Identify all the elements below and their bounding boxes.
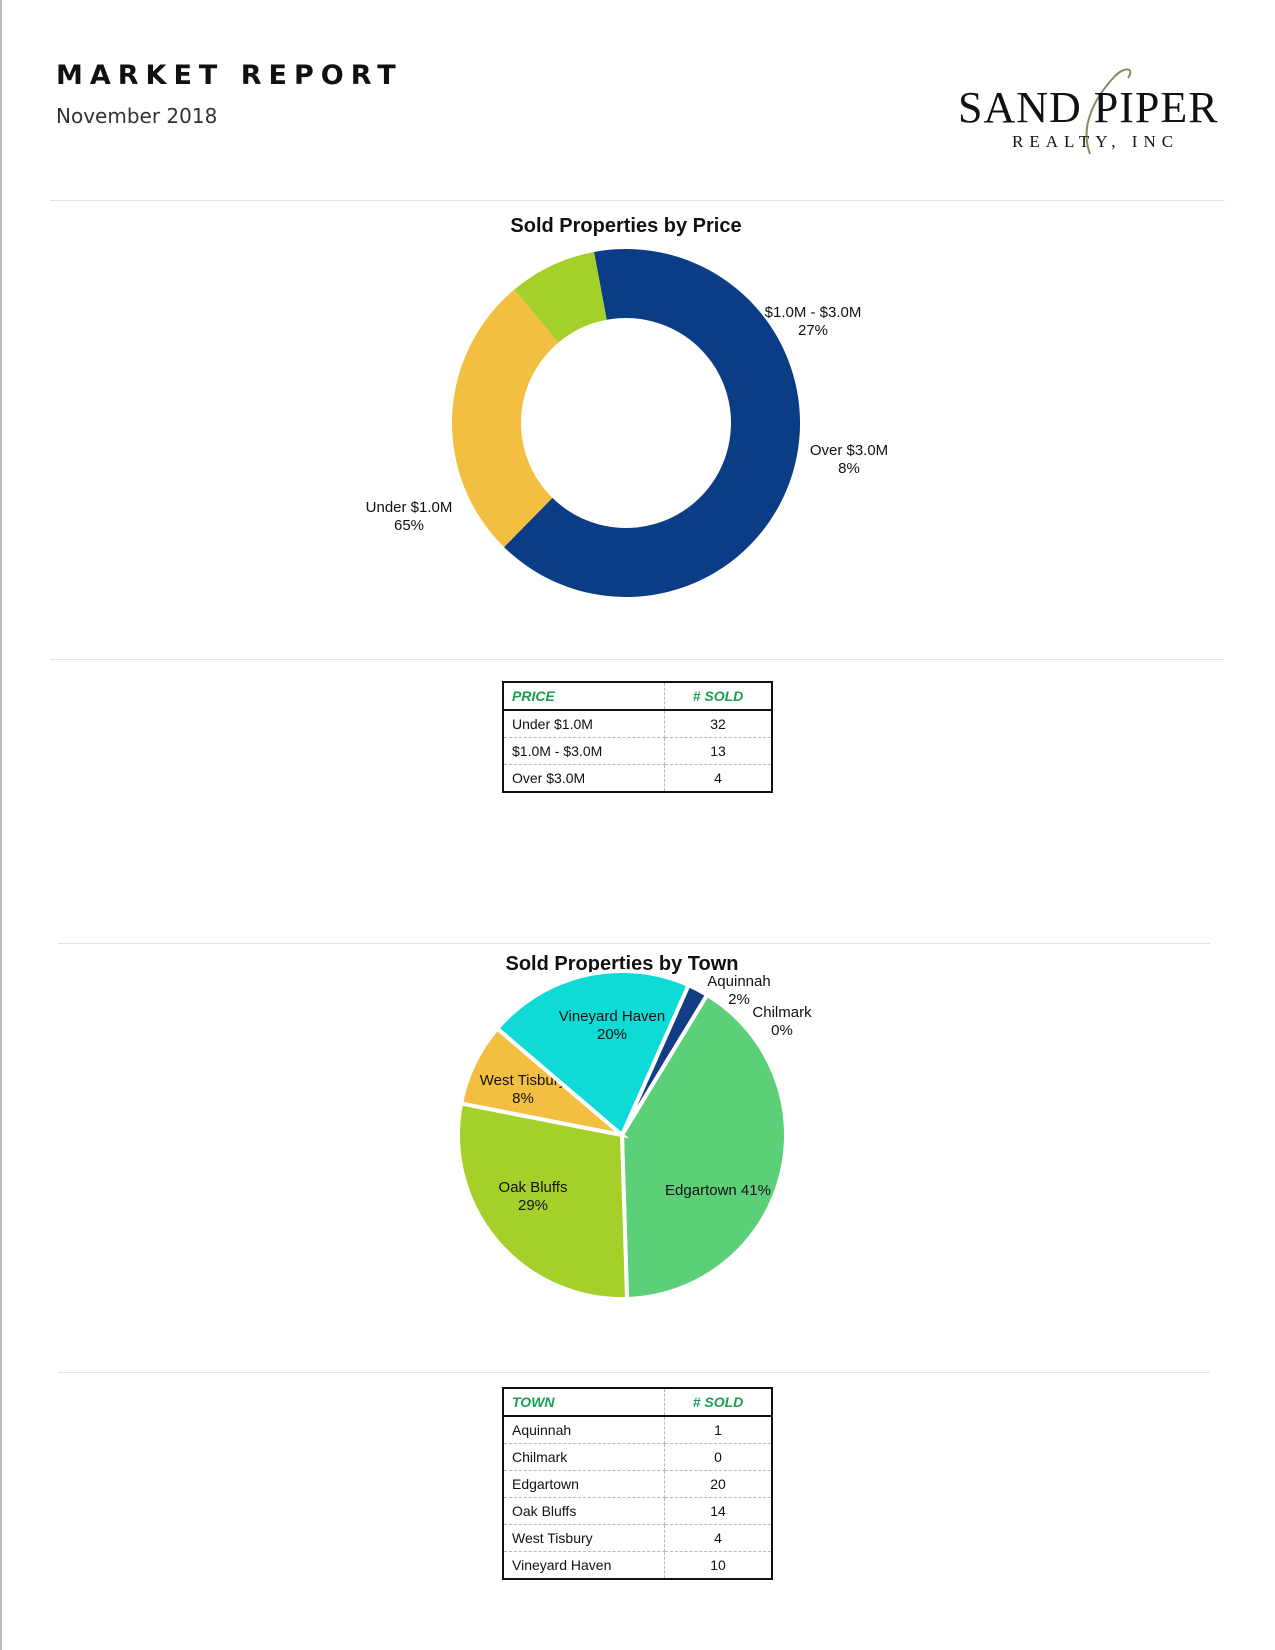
logo-name: SAND PIPER — [958, 83, 1219, 132]
data-label: West Tisbury 8% — [480, 1072, 567, 1107]
table-row: West Tisbury 4 — [503, 1524, 772, 1552]
table-row: Edgartown 20 — [503, 1470, 772, 1498]
data-label: Aquinnah 2% — [707, 973, 770, 1008]
table-cell-count: 10 — [710, 1557, 726, 1573]
table-row: Oak Bluffs 14 — [503, 1497, 772, 1525]
data-label: Over $3.0M 8% — [810, 442, 888, 477]
table-row: $1.0M - $3.0M 13 — [503, 737, 772, 765]
table-cell-label: West Tisbury — [503, 1524, 665, 1552]
table-row: Under $1.0M 32 — [503, 710, 772, 738]
table-cell-label: Aquinnah — [503, 1416, 665, 1444]
divider — [58, 943, 1210, 944]
pie-slice-vineyard-haven — [494, 969, 692, 1139]
table-cell-label: $1.0M - $3.0M — [503, 737, 665, 765]
table-cell-label: Vineyard Haven — [503, 1551, 665, 1579]
data-label: Chilmark 0% — [752, 1004, 812, 1039]
company-logo: SAND PIPER REALTY, INC — [950, 62, 1230, 162]
table-cell-label: Chilmark — [503, 1443, 665, 1471]
column-header-town: TOWN — [503, 1388, 665, 1417]
logo-swash-icon — [1085, 68, 1132, 155]
data-label: Vineyard Haven 20% — [559, 1008, 665, 1043]
column-header-sold: # SOLD — [664, 1388, 772, 1417]
logo-subtitle: REALTY, INC — [1012, 132, 1180, 151]
table-cell-count: 4 — [714, 770, 722, 786]
table-cell-label: Oak Bluffs — [503, 1497, 665, 1525]
pie-slice-edgartown — [619, 992, 788, 1301]
data-label: Oak Bluffs 29% — [499, 1179, 568, 1214]
data-label: $1.0M - $3.0M 27% — [765, 304, 862, 339]
table-row: Over $3.0M 4 — [503, 764, 772, 792]
price-donut-chart: Sold Properties by Price Under $1.0M 65% $1… — [366, 215, 888, 597]
table-cell-label: Under $1.0M — [503, 710, 665, 738]
column-header-price: PRICE — [503, 682, 665, 711]
table-cell-count: 32 — [664, 710, 772, 738]
divider — [58, 1372, 1210, 1373]
report-title: MARKET REPORT — [56, 60, 403, 91]
pie-slice-over-3-0m — [514, 251, 607, 343]
table-row: Chilmark 0 — [503, 1443, 772, 1471]
table-header-row: PRICE # SOLD — [503, 682, 772, 711]
town-summary-table: TOWN # SOLD Aquinnah 1 Chilmark 0 Edgartown 2… — [502, 1387, 773, 1580]
data-label: Edgartown 41% — [665, 1182, 771, 1199]
divider — [50, 200, 1225, 201]
table-cell-count: 4 — [664, 1524, 772, 1552]
table-cell-count: 20 — [664, 1470, 772, 1498]
column-header-sold: # SOLD — [664, 682, 772, 711]
divider — [50, 659, 1225, 660]
chart-title: Sold Properties by Town — [506, 953, 739, 975]
table-cell-label: Edgartown — [503, 1470, 665, 1498]
table-cell-label: Over $3.0M — [503, 764, 665, 792]
price-summary-table: PRICE # SOLD Under $1.0M 32 $1.0M - $3.0M 1… — [502, 681, 773, 793]
table-row: Vineyard Haven 10 — [503, 1551, 772, 1579]
table-cell-count: 0 — [664, 1443, 772, 1471]
table-cell-count: 14 — [664, 1497, 772, 1525]
chart-title: Sold Properties by Price — [510, 215, 741, 237]
page-edge — [0, 0, 2, 1650]
table-cell-count: 13 — [664, 737, 772, 765]
table-header-row: TOWN # SOLD — [503, 1388, 772, 1417]
pie-slice-oak-bluffs — [456, 1101, 630, 1301]
data-label: Under $1.0M 65% — [366, 499, 453, 534]
pie-slice-1-0m-3-0m — [451, 289, 559, 548]
pie-slice-under-1-0m — [504, 249, 800, 597]
table-cell-count: 1 — [664, 1416, 772, 1444]
report-date: November 2018 — [56, 104, 218, 128]
table-row: Aquinnah 1 — [503, 1416, 772, 1444]
